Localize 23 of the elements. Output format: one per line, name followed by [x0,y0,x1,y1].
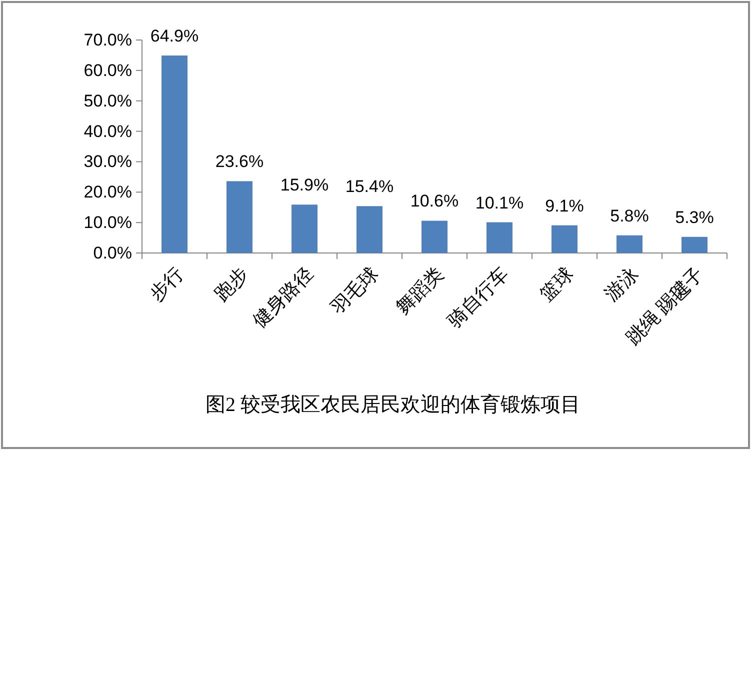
y-tick-label: 20.0% [84,182,132,202]
x-tick-label: 游泳 [600,262,643,306]
data-label: 9.1% [545,196,584,216]
text: 图2 较受我区农民居民欢迎的体育锻炼项目 [206,393,580,416]
data-label: 23.6% [215,152,264,172]
y-tick-label: 50.0% [84,91,132,110]
y-tick-label: 60.0% [84,60,132,80]
data-label: 5.3% [675,208,714,227]
y-tick-label: 10.0% [84,213,132,232]
y-tick-label: 30.0% [84,152,132,172]
data-label: 15.9% [280,176,329,195]
data-label: 10.1% [475,193,524,212]
y-tick-label: 70.0% [84,30,132,50]
data-label: 5.8% [610,206,649,226]
x-tick-label: 篮球 [536,264,578,306]
x-tick-label: 骑自行车 [444,264,513,332]
data-label: 64.9% [150,26,199,46]
x-tick-label: 步行 [146,264,188,306]
x-tick-label: 羽毛球 [327,264,383,320]
data-label: 10.6% [410,192,459,211]
data-label: 15.4% [345,177,394,196]
y-tick-label: 40.0% [84,122,132,141]
y-tick-label: 0.0% [93,244,132,262]
